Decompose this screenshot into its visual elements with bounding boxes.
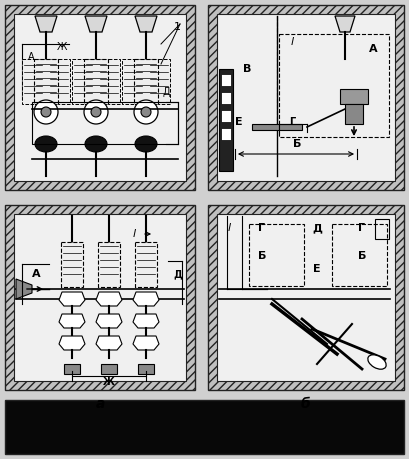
Text: Б: Б <box>258 251 266 261</box>
Bar <box>84 59 108 104</box>
Bar <box>252 124 302 130</box>
Bar <box>332 224 387 286</box>
Bar <box>5 400 404 454</box>
Text: Ж: Ж <box>57 42 67 52</box>
Ellipse shape <box>35 136 57 152</box>
Circle shape <box>41 107 51 117</box>
Polygon shape <box>96 336 122 350</box>
Bar <box>98 59 120 104</box>
Polygon shape <box>96 314 122 328</box>
Polygon shape <box>85 16 107 32</box>
Polygon shape <box>96 292 122 306</box>
Text: А: А <box>28 52 35 62</box>
Ellipse shape <box>368 355 386 369</box>
Bar <box>72 59 94 104</box>
Bar <box>148 59 170 104</box>
Bar <box>138 364 154 374</box>
Polygon shape <box>59 292 85 306</box>
Text: Г: Г <box>289 117 295 127</box>
Bar <box>375 219 389 239</box>
Text: Ж: Ж <box>103 377 115 387</box>
Text: Б: Б <box>358 251 366 261</box>
Text: 1: 1 <box>174 22 181 32</box>
Bar <box>221 110 231 122</box>
Text: l: l <box>227 223 231 233</box>
Text: А: А <box>31 269 40 279</box>
Bar <box>5 205 195 390</box>
Bar <box>340 89 368 104</box>
Text: Д: Д <box>174 269 182 279</box>
Text: Г: Г <box>359 223 366 233</box>
Polygon shape <box>135 16 157 32</box>
Bar <box>61 242 83 287</box>
Bar <box>5 5 195 190</box>
Bar <box>219 69 233 171</box>
Text: l: l <box>290 37 294 47</box>
Bar <box>14 14 186 181</box>
Text: В: В <box>243 64 251 74</box>
Bar <box>101 364 117 374</box>
Polygon shape <box>59 314 85 328</box>
Polygon shape <box>35 16 57 32</box>
Circle shape <box>134 100 158 124</box>
Polygon shape <box>59 336 85 350</box>
Bar <box>14 214 186 381</box>
Bar <box>208 205 404 390</box>
Bar <box>217 214 395 381</box>
Bar <box>135 242 157 287</box>
Text: l: l <box>133 229 135 239</box>
Text: Б: Б <box>293 139 301 149</box>
Text: Г: Г <box>258 223 265 233</box>
Polygon shape <box>133 336 159 350</box>
Bar <box>221 92 231 104</box>
Bar <box>134 59 158 104</box>
Bar <box>122 59 144 104</box>
Bar <box>48 59 70 104</box>
Polygon shape <box>133 292 159 306</box>
Polygon shape <box>335 16 355 32</box>
Text: Д: Д <box>312 223 322 233</box>
Text: Д: Д <box>162 87 170 97</box>
Ellipse shape <box>135 136 157 152</box>
Ellipse shape <box>85 136 107 152</box>
Bar <box>345 104 363 124</box>
Text: б: б <box>301 397 311 411</box>
Text: Е: Е <box>313 264 321 274</box>
Bar <box>208 5 404 190</box>
Bar <box>98 242 120 287</box>
Bar <box>217 14 395 181</box>
Bar <box>22 59 44 104</box>
Circle shape <box>34 100 58 124</box>
Polygon shape <box>133 314 159 328</box>
Circle shape <box>84 100 108 124</box>
Text: А: А <box>369 44 378 54</box>
Text: Е: Е <box>235 117 243 127</box>
Polygon shape <box>16 279 32 299</box>
Bar <box>221 128 231 140</box>
Bar <box>34 59 58 104</box>
Bar <box>249 224 304 286</box>
Bar <box>221 74 231 86</box>
Circle shape <box>141 107 151 117</box>
Bar <box>32 102 178 144</box>
Bar <box>64 364 80 374</box>
Circle shape <box>91 107 101 117</box>
Text: а: а <box>95 397 105 411</box>
Bar <box>279 34 389 137</box>
